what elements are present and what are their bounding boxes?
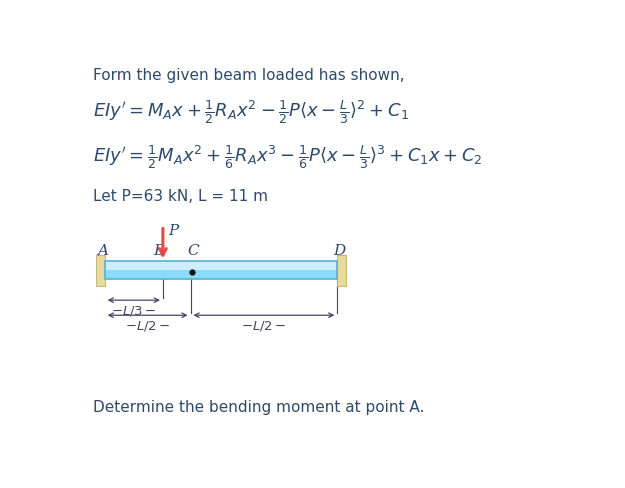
Text: D: D: [333, 244, 346, 257]
Text: A: A: [98, 244, 108, 257]
Text: $EIy' = M_Ax + \frac{1}{2}R_Ax^2 - \frac{1}{2}P\langle x - \frac{L}{3}\rangle^2 : $EIy' = M_Ax + \frac{1}{2}R_Ax^2 - \frac…: [92, 98, 409, 126]
Text: Let P=63 kN, L = 11 m: Let P=63 kN, L = 11 m: [92, 188, 268, 203]
Text: $EIy' = \frac{1}{2}M_Ax^2 + \frac{1}{6}R_Ax^3 - \frac{1}{6}P\langle x - \frac{L}: $EIy' = \frac{1}{2}M_Ax^2 + \frac{1}{6}R…: [92, 143, 482, 171]
Text: $-L/2-$: $-L/2-$: [125, 319, 170, 332]
Bar: [105, 262, 338, 271]
Text: $-L/2-$: $-L/2-$: [241, 319, 286, 332]
Text: B: B: [153, 244, 164, 257]
Text: P: P: [169, 223, 179, 237]
Bar: [105, 271, 338, 280]
Text: Form the given beam loaded has shown,: Form the given beam loaded has shown,: [92, 68, 404, 83]
Text: Determine the bending moment at point A.: Determine the bending moment at point A.: [92, 399, 424, 414]
Text: $-L/3-$: $-L/3-$: [111, 304, 157, 318]
Bar: [105, 262, 338, 280]
Bar: [96, 255, 105, 286]
Bar: [338, 255, 346, 286]
Text: C: C: [187, 244, 199, 257]
